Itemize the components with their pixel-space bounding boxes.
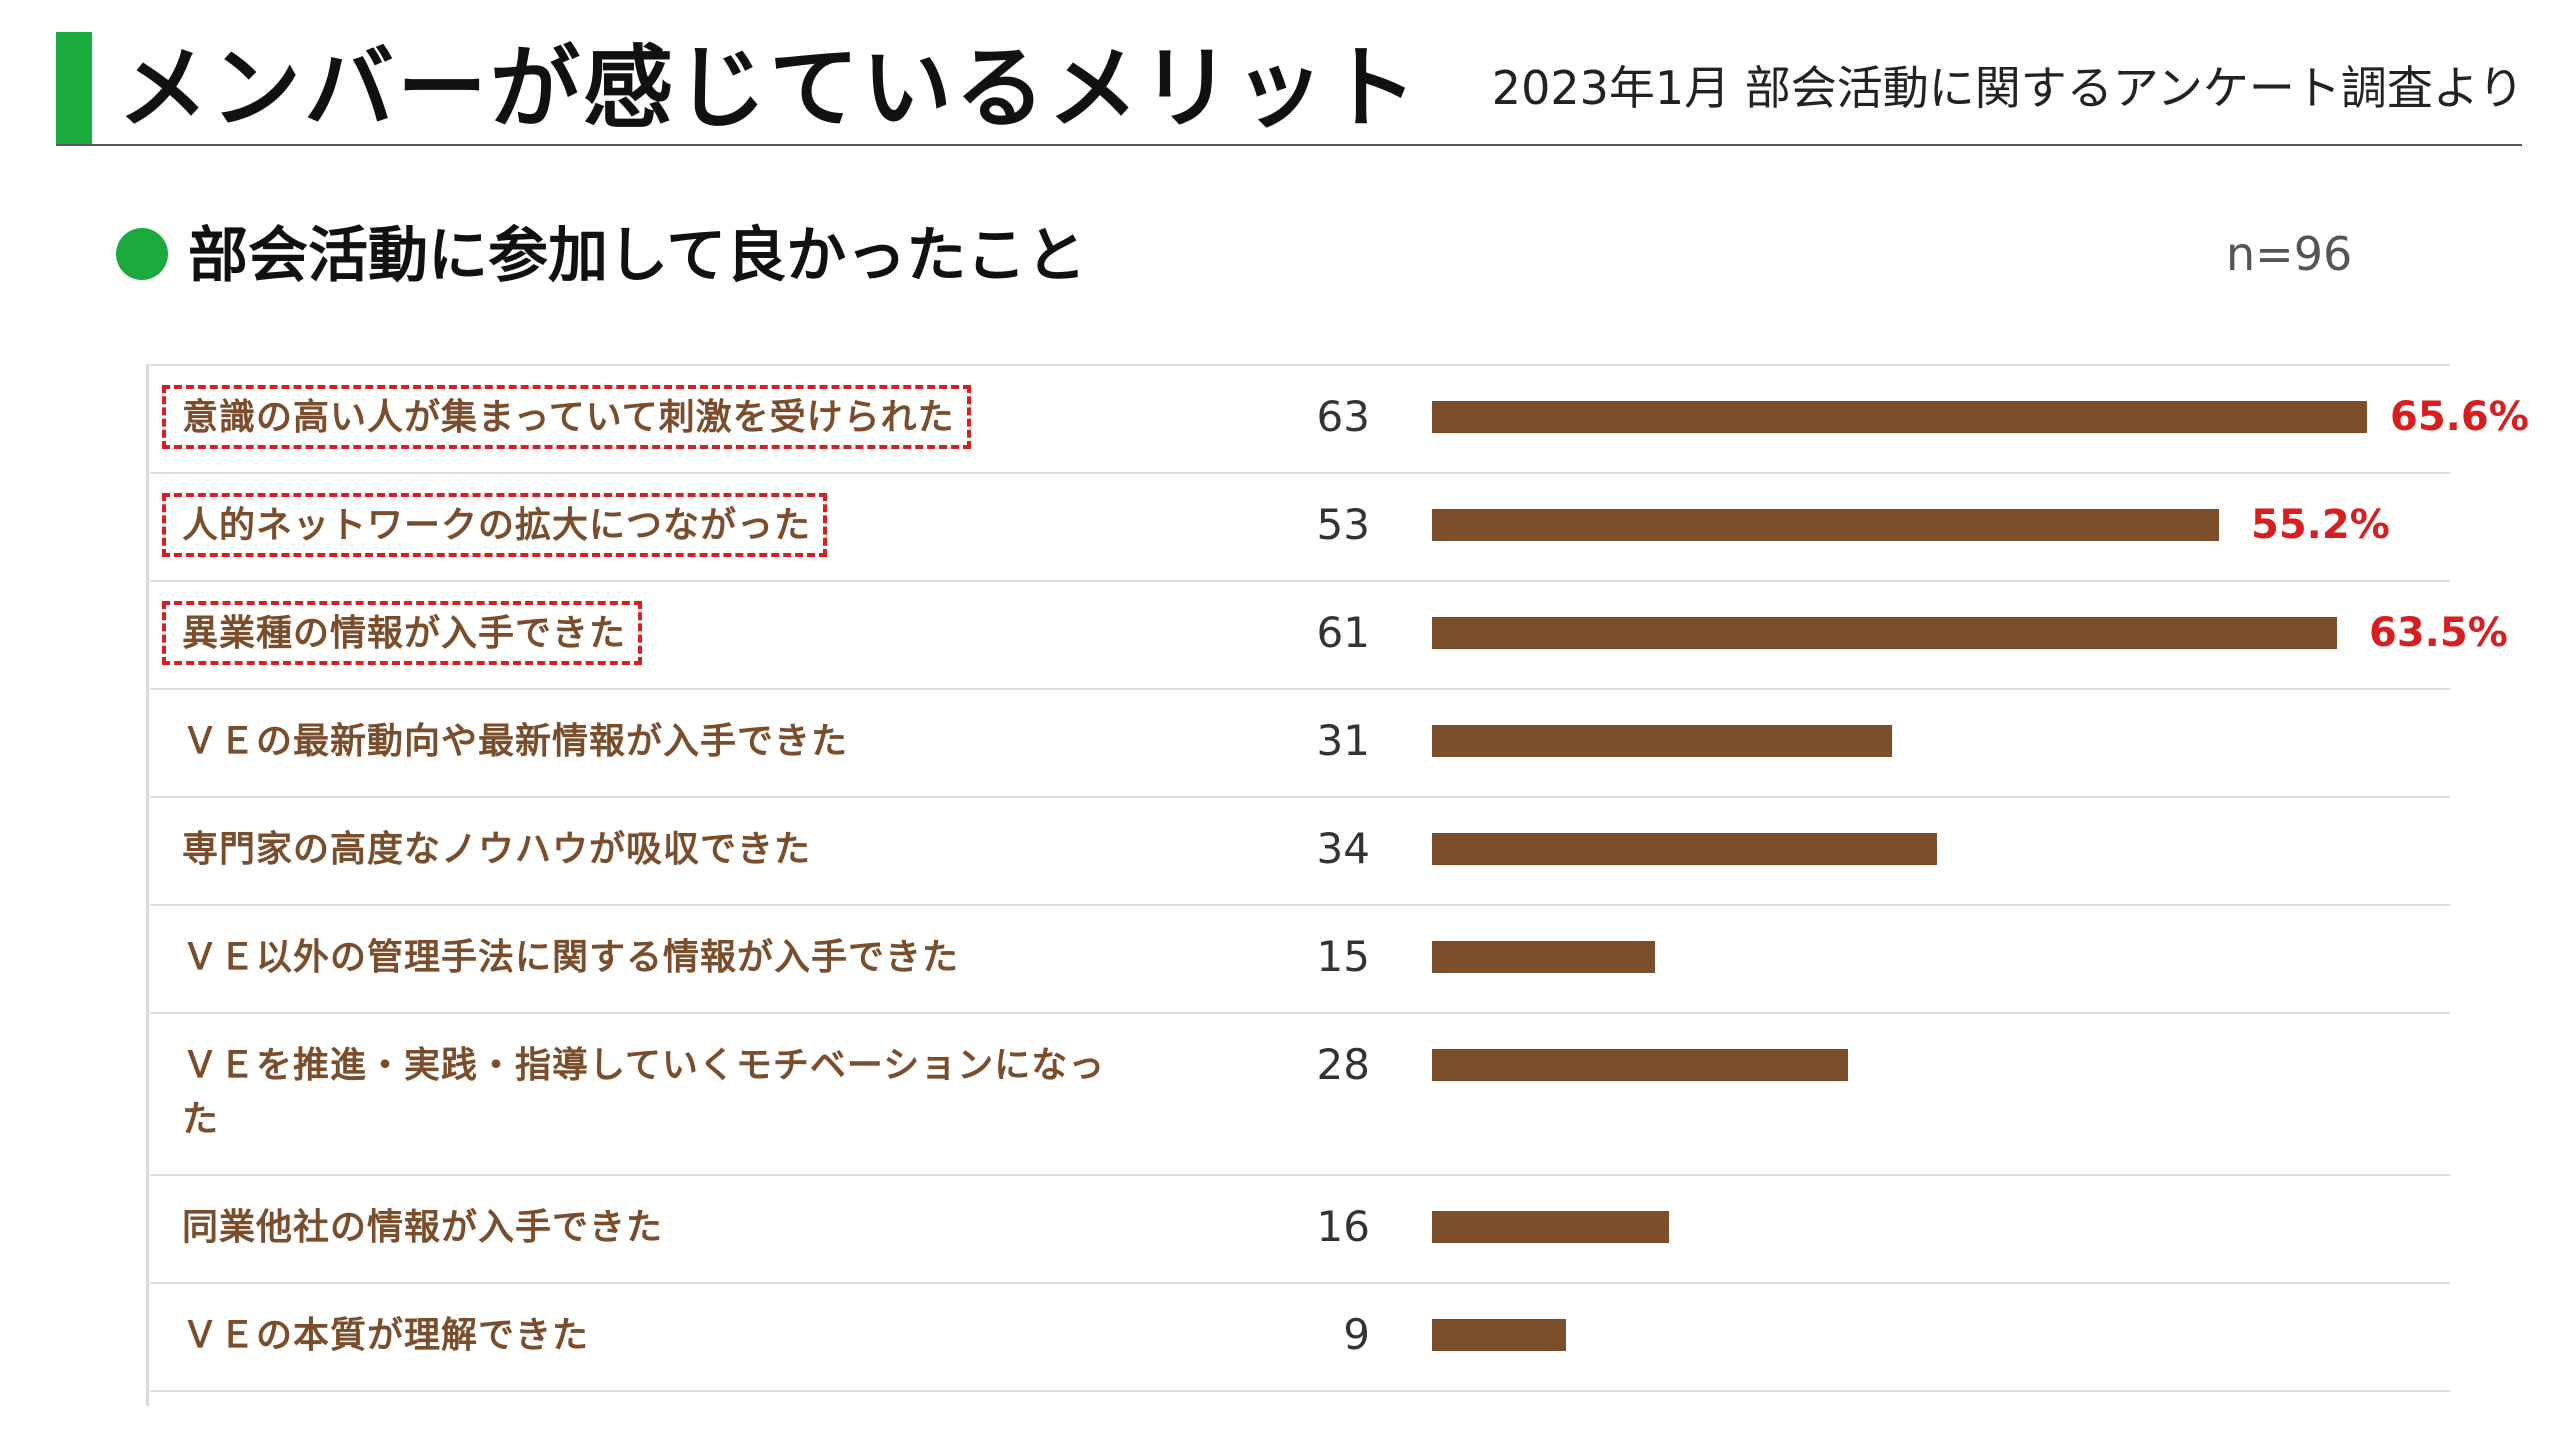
bar-value-label: 34 [1316,824,1370,873]
bar [1432,1211,1669,1243]
bar-value-label: 16 [1316,1202,1370,1251]
bar [1432,401,2367,433]
category-label: 異業種の情報が入手できた [162,601,643,665]
bar-value-label: 61 [1316,608,1370,657]
bar [1432,941,1655,973]
row-divider [150,796,2450,798]
row-divider [150,688,2450,690]
row-divider [150,1174,2450,1176]
row-divider [150,1282,2450,1284]
page-title: メンバーが感じているメリット [118,36,1420,141]
sample-size: n=96 [2226,227,2353,281]
category-label: ＶＥの最新動向や最新情報が入手できた [182,721,849,762]
bar-value-label: 31 [1316,716,1370,765]
row-divider [150,904,2450,906]
category-label: 同業他社の情報が入手できた [182,1207,664,1248]
header-divider [56,144,2522,146]
row-divider [150,580,2450,582]
category-label: ＶＥの本質が理解できた [182,1315,590,1356]
bar-value-label: 15 [1316,932,1370,981]
bar-value-label: 28 [1316,1040,1370,1089]
bar [1432,1319,1566,1351]
percent-label: 63.5% [2369,610,2508,656]
title-accent-bar [56,32,92,146]
percent-label: 55.2% [2251,502,2390,548]
category-label: ＶＥを推進・実践・指導していくモチベーションになった [182,1045,1106,1140]
category-label: 人的ネットワークの拡大につながった [162,493,828,557]
bar [1432,509,2219,541]
bar [1432,833,1937,865]
row-divider [150,1012,2450,1014]
category-label: 専門家の高度なノウハウが吸収できた [182,829,812,870]
chart-left-border [146,364,149,1406]
row-divider [150,472,2450,474]
row-divider [150,364,2450,366]
bar [1432,1049,1848,1081]
bar [1432,617,2337,649]
bar-value-label: 9 [1343,1310,1370,1359]
row-divider [150,1390,2450,1392]
category-label: ＶＥ以外の管理手法に関する情報が入手できた [182,937,960,978]
survey-source: 2023年1月 部会活動に関するアンケート調査より [1491,61,2524,115]
bar [1432,725,1892,757]
section-title: 部会活動に参加して良かったこと [188,221,1087,291]
percent-label: 65.6% [2390,394,2529,440]
bar-value-label: 53 [1316,500,1370,549]
bullet-circle-icon [116,228,168,280]
category-label: 意識の高い人が集まっていて刺激を受けられた [162,385,971,449]
bar-value-label: 63 [1316,392,1370,441]
